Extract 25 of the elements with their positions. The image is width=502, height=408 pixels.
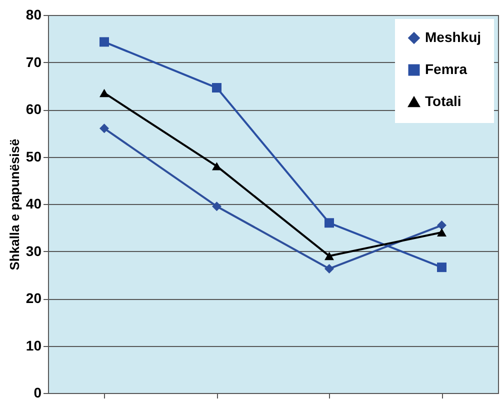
point [100,37,109,47]
y-tick-label: 10 [26,337,42,354]
y-tick-label: 40 [26,196,42,212]
point [437,262,446,272]
legend-label: Totali [425,93,462,109]
point [100,88,109,98]
point [324,252,334,260]
y-tick-label: 50 [26,148,42,164]
point [212,202,222,212]
y-tick-label: 0 [34,384,42,400]
point [324,264,334,274]
y-tick-label: 20 [26,290,42,306]
point [437,220,446,230]
point [212,162,222,170]
y-tick-label: 80 [26,6,42,22]
y-tick-label: 60 [26,101,42,117]
point [100,124,109,134]
point [437,228,446,236]
y-axis-title: Shkalla e papunësisë [6,138,22,270]
point [324,218,334,228]
legend-label: Meshkuj [425,29,482,45]
y-tick-label: 70 [26,54,42,70]
y-tick-label: 30 [26,242,42,259]
legend-label: Femra [425,61,468,77]
point [212,83,222,93]
